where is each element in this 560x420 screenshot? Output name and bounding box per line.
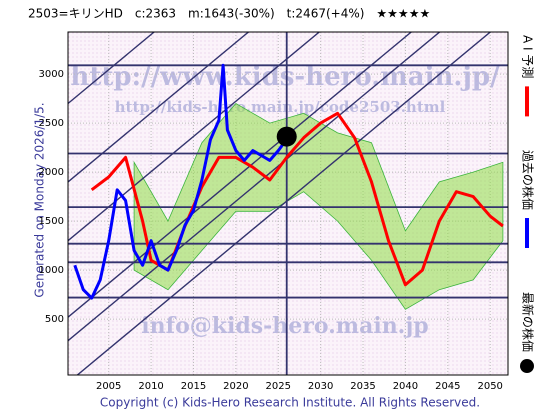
y-tick-label: 2000 [39,167,64,178]
latest-point [276,126,297,147]
footer: Copyright (c) Kids-Hero Research Institu… [100,396,480,410]
side-note: Generated on Monday 2026/1/5. [33,102,47,297]
plot-frame [67,31,509,376]
trend-line [68,32,250,183]
legend-label: 過去の株価 [521,150,536,210]
y-tick-label: 2500 [39,118,64,129]
x-tick-label: 2050 [477,381,502,392]
watermark: http://www.kids-hero.main.jp/ [70,62,500,92]
watermark: info@kids-hero.main.jp [141,313,428,339]
x-tick-label: 2030 [308,381,333,392]
x-tick-label: 2020 [223,381,248,392]
y-tick-label: 1000 [39,265,64,276]
chart-title: 2503=キリンHD c:2363 m:1643(-30%) t:2467(+4… [28,7,430,21]
x-tick-label: 2035 [350,381,375,392]
x-tick-label: 2040 [393,381,418,392]
y-tick-label: 3000 [39,69,64,80]
x-tick-label: 2010 [138,381,163,392]
series-line [90,111,504,287]
legend-label: A I 予測 [521,35,535,78]
trend-line [68,32,156,105]
prediction-band [133,102,504,310]
plot-area: http://www.kids-hero.main.jp/http://kids… [68,32,508,375]
watermark: http://kids-hero.main.jp/code2503.html [115,98,446,116]
x-tick-label: 2015 [181,381,206,392]
x-tick-label: 2005 [96,381,121,392]
x-tick-label: 2025 [266,381,291,392]
x-tick-label: 2045 [435,381,460,392]
legend-swatch [520,359,534,374]
legend-label: 最新の株価 [521,292,536,352]
trend-line [68,32,321,242]
series-line [73,63,286,300]
trend-line [76,32,492,375]
y-tick-label: 1500 [39,216,64,227]
y-tick-label: 500 [45,314,64,325]
